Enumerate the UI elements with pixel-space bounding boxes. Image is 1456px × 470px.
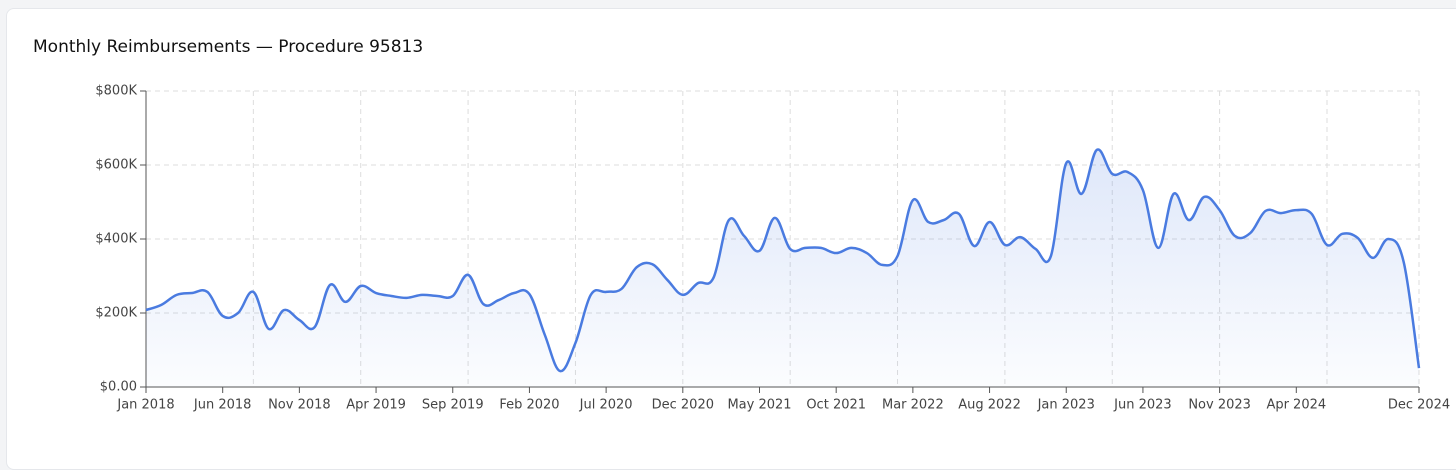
x-tick-label: Jul 2020 (579, 398, 633, 413)
x-tick-label: Nov 2023 (1188, 398, 1251, 413)
x-tick-label: May 2021 (727, 398, 791, 413)
x-tick-label: Oct 2021 (806, 398, 866, 413)
page: {"chart_data": {"type": "line", "title":… (6, 8, 1456, 470)
x-tick-label: Feb 2020 (499, 398, 559, 413)
x-tick-label: Jun 2023 (1113, 398, 1172, 413)
area (146, 149, 1419, 387)
x-tick-label: Jun 2018 (193, 398, 252, 413)
y-tick-label: $400K (95, 232, 137, 247)
y-tick-label: $200K (95, 306, 137, 321)
line (145, 148, 1421, 373)
chart-title: Monthly Reimbursements — Procedure 95813 (33, 37, 424, 57)
x-tick-label: Nov 2018 (268, 398, 331, 413)
x-tick-label: Sep 2019 (422, 398, 484, 413)
x-tick-label: Aug 2022 (958, 398, 1021, 413)
x-tick-label: Apr 2024 (1266, 398, 1326, 413)
y-tick-label: $800K (95, 84, 137, 99)
y-tick-label: $0.00 (100, 380, 137, 395)
x-tick-label: Dec 2020 (652, 398, 714, 413)
y-tick-label: $600K (95, 158, 137, 173)
x-tick-label: Jan 2018 (116, 398, 174, 413)
x-tick-label: Apr 2019 (346, 398, 406, 413)
x-tick-label: Dec 2024 (1388, 398, 1450, 413)
chart: $0.00 $200K $400K $600K $800K Jan 2018 Jun 201… (95, 84, 1450, 413)
x-tick-label: Jan 2023 (1037, 398, 1095, 413)
x-tick-label: Mar 2022 (882, 398, 944, 413)
